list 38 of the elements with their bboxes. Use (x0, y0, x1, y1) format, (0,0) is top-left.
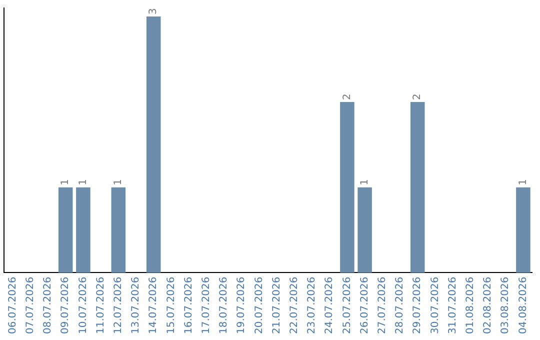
x-tick-label: 24.07.2026 (324, 276, 336, 334)
x-tick-label: 06.07.2026 (7, 276, 18, 334)
x-tick-label: 27.07.2026 (376, 276, 388, 334)
data-label: 1 (518, 178, 529, 186)
data-label: 2 (342, 94, 353, 100)
x-tick-label: 20.07.2026 (254, 276, 265, 334)
data-label: 2 (412, 94, 424, 100)
x-tick-label: 13.07.2026 (130, 276, 142, 334)
x-tick-label: 29.07.2026 (412, 276, 424, 334)
x-tick-label: 10.07.2026 (78, 276, 89, 334)
x-tick-label: 15.07.2026 (166, 276, 177, 334)
x-tick-label: 03.08.2026 (500, 276, 512, 334)
x-tick-label: 11.07.2026 (95, 276, 106, 334)
data-label: 1 (112, 178, 124, 186)
x-tick-label: 07.07.2026 (24, 276, 36, 334)
x-tick-label: 30.07.2026 (430, 276, 441, 334)
x-tick-label: 21.07.2026 (271, 276, 282, 334)
x-tick-label: 01.08.2026 (464, 276, 476, 334)
x-tick-label: 09.07.2026 (60, 276, 72, 334)
data-label: 3 (148, 8, 160, 15)
data-label: 1 (60, 178, 72, 186)
x-tick-label: 04.08.2026 (518, 276, 529, 334)
x-tick-label: 12.07.2026 (112, 276, 124, 334)
x-tick-label: 23.07.2026 (306, 276, 318, 334)
x-tick-label: 22.07.2026 (288, 276, 300, 334)
data-label: 1 (78, 178, 89, 186)
x-tick-label: 26.07.2026 (359, 276, 370, 334)
x-tick-label: 18.07.2026 (218, 276, 230, 334)
x-tick-label: 08.07.2026 (42, 276, 54, 334)
x-tick-label: 31.07.2026 (447, 276, 458, 334)
x-tick-label: 17.07.2026 (200, 276, 212, 334)
x-tick-label: 16.07.2026 (183, 276, 194, 334)
x-tick-label: 19.07.2026 (236, 276, 248, 334)
x-tick-label: 28.07.2026 (394, 276, 406, 334)
x-tick-label: 25.07.2026 (342, 276, 353, 334)
data-label: 1 (359, 178, 370, 186)
x-tick-label: 02.08.2026 (482, 276, 494, 334)
x-tick-label: 14.07.2026 (148, 276, 160, 334)
